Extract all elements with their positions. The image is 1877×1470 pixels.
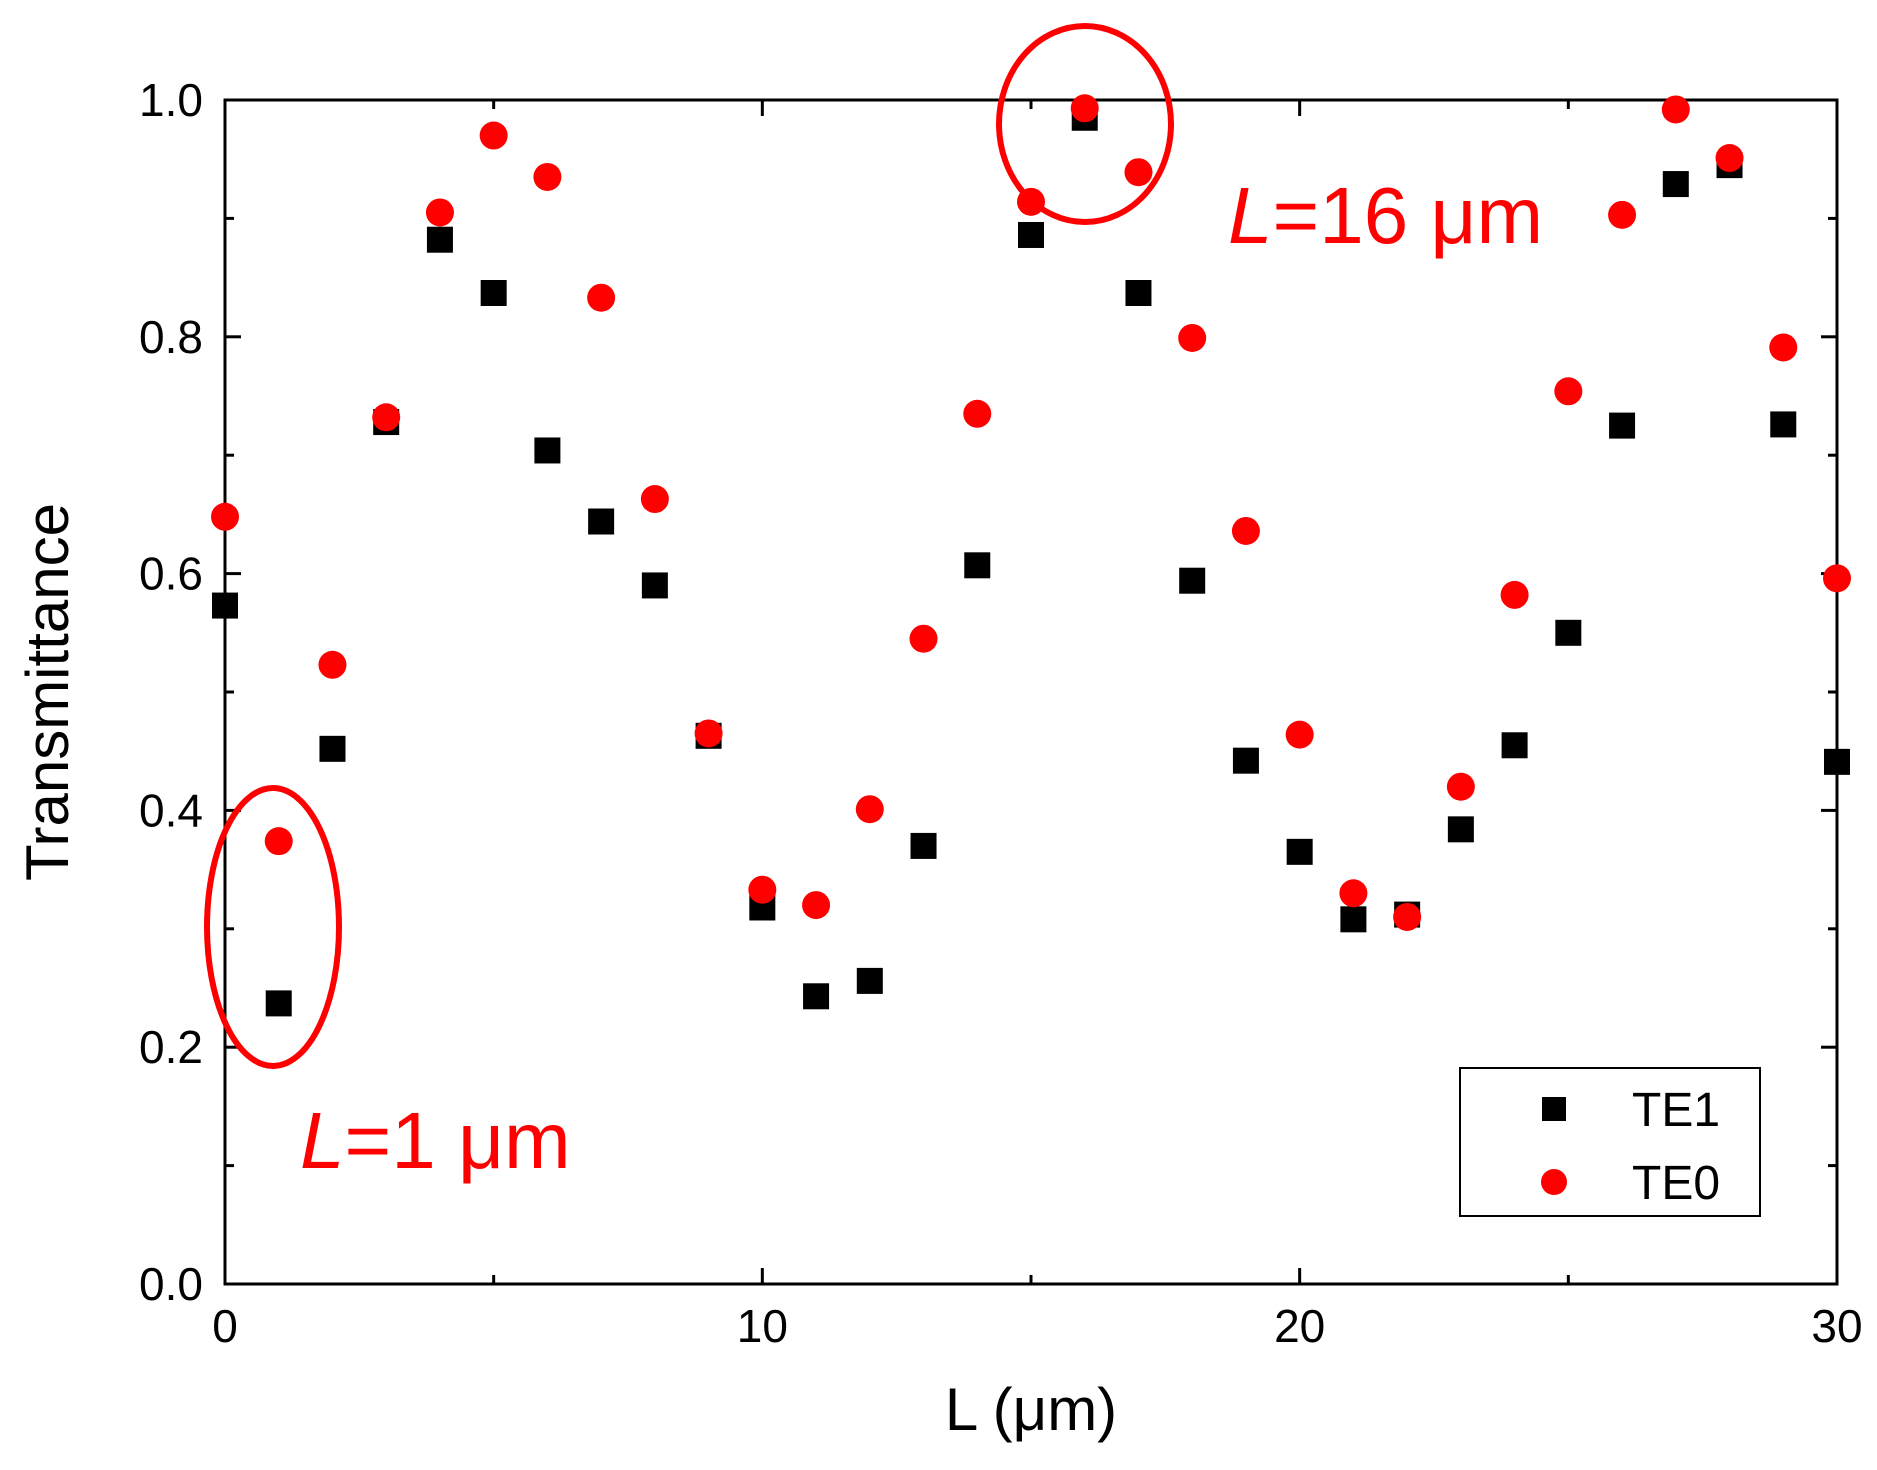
point-te1 xyxy=(426,226,453,253)
point-te0 xyxy=(1500,580,1529,609)
point-te1 xyxy=(212,592,238,619)
point-te1 xyxy=(964,552,991,579)
point-te0 xyxy=(855,795,884,824)
legend-box xyxy=(1459,1067,1761,1217)
x-tick-label: 20 xyxy=(1274,1300,1325,1352)
annotation-16um-prefix: L xyxy=(1228,171,1273,260)
point-te0 xyxy=(1823,564,1851,593)
point-te1 xyxy=(1179,567,1206,594)
legend: TE1 TE0 xyxy=(1459,1067,1761,1217)
point-te0 xyxy=(909,624,938,653)
point-te1 xyxy=(1501,732,1528,759)
data-points xyxy=(211,94,1851,1017)
point-te0 xyxy=(1178,323,1207,352)
point-te0 xyxy=(1285,720,1314,749)
point-te0 xyxy=(1231,516,1260,545)
y-tick-label: 0.0 xyxy=(139,1258,203,1310)
legend-label-te1: TE1 xyxy=(1632,1084,1720,1137)
legend-marker-te1 xyxy=(1542,1097,1566,1121)
highlight-ellipse-16um xyxy=(996,23,1174,225)
point-te0 xyxy=(318,650,347,679)
annotation-16um: L=16 μm xyxy=(1228,171,1543,260)
point-te0 xyxy=(479,121,508,150)
point-te0 xyxy=(533,162,562,191)
point-te0 xyxy=(802,891,831,920)
x-tick-label: 0 xyxy=(212,1300,238,1352)
annotation-1um-prefix: L xyxy=(300,1096,345,1185)
x-axis-title: L (μm) xyxy=(945,1376,1117,1443)
point-te1 xyxy=(265,990,292,1017)
point-te0 xyxy=(1608,200,1637,229)
point-te0 xyxy=(640,485,669,514)
point-te1 xyxy=(1555,619,1582,646)
point-te0 xyxy=(694,719,723,748)
y-axis-title: Transmittance xyxy=(14,503,81,881)
x-tick-label: 30 xyxy=(1811,1300,1862,1352)
legend-marker-te0 xyxy=(1541,1169,1567,1195)
y-tick-label: 0.4 xyxy=(139,784,203,836)
point-te0 xyxy=(425,198,454,227)
point-te0 xyxy=(372,403,401,432)
annotation-1um: L=1 μm xyxy=(300,1096,571,1185)
point-te1 xyxy=(1125,279,1152,306)
point-te1 xyxy=(534,437,561,464)
y-tick-label: 0.6 xyxy=(139,548,203,600)
legend-label-te0: TE0 xyxy=(1632,1157,1720,1210)
point-te0 xyxy=(1554,377,1583,406)
point-te1 xyxy=(1824,748,1850,775)
point-te0 xyxy=(1339,879,1368,908)
annotation-1um-text: =1 μm xyxy=(345,1096,571,1185)
annotation-16um-text: =16 μm xyxy=(1273,171,1544,260)
point-te1 xyxy=(1340,906,1367,933)
point-te1 xyxy=(1286,838,1313,865)
x-tick-label: 10 xyxy=(737,1300,788,1352)
y-tick-label: 0.2 xyxy=(139,1021,203,1073)
point-te1 xyxy=(480,279,507,306)
point-te1 xyxy=(1770,411,1797,438)
point-te0 xyxy=(211,502,239,531)
point-te0 xyxy=(963,399,992,428)
point-te0 xyxy=(264,827,293,856)
series-te1 xyxy=(212,104,1850,1017)
point-te1 xyxy=(803,983,830,1010)
point-te1 xyxy=(856,967,883,994)
point-te1 xyxy=(1232,747,1259,774)
point-te0 xyxy=(1124,158,1153,187)
series-te0 xyxy=(211,94,1851,931)
point-te1 xyxy=(588,508,615,535)
point-te1 xyxy=(910,832,937,859)
point-te0 xyxy=(1769,333,1798,362)
point-te1 xyxy=(1662,171,1689,198)
tick-labels: 0 10 20 30 0.0 0.2 0.4 0.6 0.8 1.0 xyxy=(139,74,1863,1352)
highlight-ellipse-1um xyxy=(204,785,342,1069)
y-tick-label: 1.0 xyxy=(139,74,203,126)
point-te0 xyxy=(1715,144,1744,173)
point-te0 xyxy=(1446,772,1475,801)
point-te0 xyxy=(748,875,777,904)
point-te0 xyxy=(1661,95,1690,124)
point-te0 xyxy=(1070,94,1099,123)
point-te1 xyxy=(1447,816,1474,843)
point-te0 xyxy=(587,283,616,312)
y-tick-label: 0.8 xyxy=(139,311,203,363)
point-te1 xyxy=(319,735,346,762)
point-te1 xyxy=(1018,221,1044,248)
point-te0 xyxy=(1393,902,1422,931)
point-te1 xyxy=(641,572,668,599)
point-te1 xyxy=(1609,412,1636,439)
